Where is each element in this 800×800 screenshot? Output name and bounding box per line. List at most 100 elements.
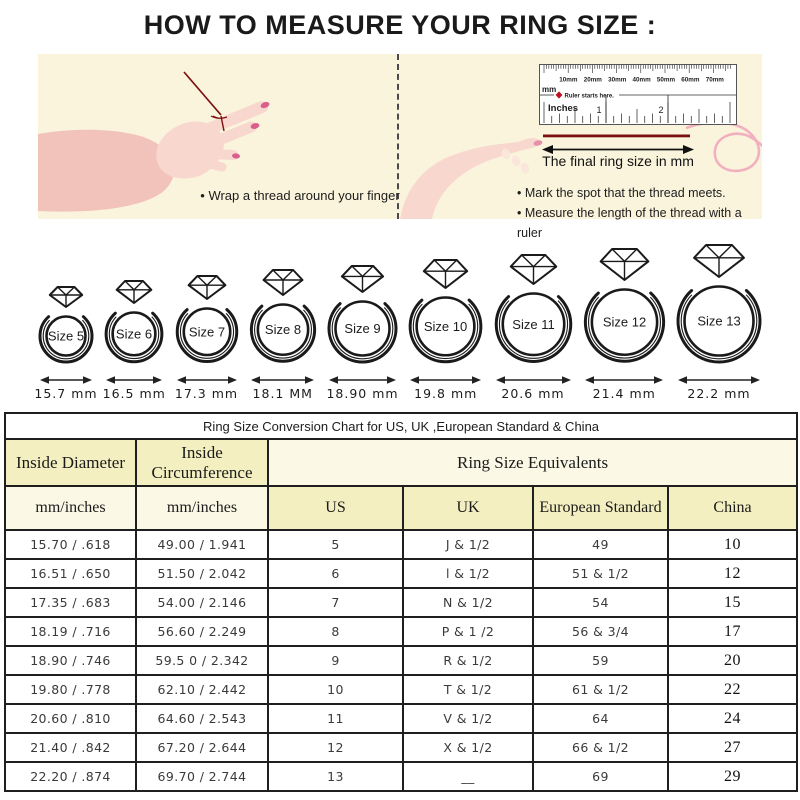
ring-size-label: Size 6 bbox=[116, 326, 152, 341]
table-cell: 64 bbox=[532, 703, 669, 734]
ruler-mm-label: 20mm bbox=[584, 77, 603, 84]
table-cell: 64.60 / 2.543 bbox=[135, 703, 269, 734]
right-panel-captions: • Mark the spot that the thread meets. •… bbox=[517, 183, 761, 243]
table-cell: 17.35 / .683 bbox=[4, 587, 137, 618]
header-ring-size-equivalents: Ring Size Equivalents bbox=[266, 438, 799, 487]
table-header-row-2: mm/inches mm/inches US UK European Stand… bbox=[4, 485, 799, 531]
table-cell: 19.80 / .778 bbox=[4, 674, 137, 705]
table-row: 21.40 / .842 67.20 / 2.644 12 X & 1/2 66 & 1… bbox=[4, 732, 799, 763]
table-cell: 20.60 / .810 bbox=[4, 703, 137, 734]
ring-size-12: Size 12 21.4 mm bbox=[579, 247, 670, 401]
ring-mm-value: 22.2 mm bbox=[687, 386, 751, 401]
ring-size-label: Size 13 bbox=[697, 314, 740, 329]
table-cell: 8 bbox=[267, 616, 404, 647]
table-cell: 59 bbox=[532, 645, 669, 676]
table-cell: l & 1/2 bbox=[402, 558, 534, 589]
ruler-mm-label: 70mm bbox=[706, 77, 725, 84]
table-cell: 5 bbox=[267, 529, 404, 560]
table-cell: 54 bbox=[532, 587, 669, 618]
ring-size-label: Size 9 bbox=[344, 321, 380, 336]
table-cell: 51.50 / 2.042 bbox=[135, 558, 269, 589]
ruler-mm-unit: mm bbox=[542, 85, 556, 94]
page-title: HOW TO MEASURE YOUR RING SIZE : bbox=[143, 10, 657, 40]
header-european-standard: European Standard bbox=[532, 485, 669, 531]
ruler-mm-label: 60mm bbox=[681, 77, 700, 84]
table-cell: 24 bbox=[666, 703, 799, 734]
table-cell: 69 bbox=[532, 761, 669, 792]
ring-size-7: Size 7 17.3 mm bbox=[171, 274, 243, 401]
table-cell: 69.70 / 2.744 bbox=[135, 761, 269, 792]
ruler-starts-here-label: Ruler starts here. bbox=[565, 93, 615, 99]
ring-icon: Size 8 bbox=[249, 269, 316, 363]
ring-width-arrow bbox=[40, 376, 92, 384]
final-size-label: The final ring size in mm bbox=[542, 153, 694, 169]
table-cell: 10 bbox=[666, 529, 799, 560]
ring-size-10: Size 10 19.8 mm bbox=[404, 258, 487, 401]
ruler-mm-ticks bbox=[543, 65, 731, 73]
instruction-panels: 10mm 20mm 30mm 40mm 50mm 60mm 70mm mm Ruler st… bbox=[38, 54, 762, 240]
ruler-inch-number: 2 bbox=[658, 105, 663, 115]
table-cell: 17 bbox=[666, 616, 799, 647]
left-panel-caption: • Wrap a thread around your finger bbox=[200, 188, 400, 203]
ring-mm-value: 16.5 mm bbox=[102, 386, 166, 401]
ring-icon: Size 13 bbox=[676, 244, 762, 364]
table-cell: __ bbox=[402, 761, 534, 792]
ring-size-label: Size 11 bbox=[512, 317, 554, 332]
table-row: 17.35 / .683 54.00 / 2.146 7 N & 1/2 54 15 bbox=[4, 587, 799, 618]
table-cell: 67.20 / 2.644 bbox=[135, 732, 269, 763]
table-cell: 12 bbox=[267, 732, 404, 763]
header-inside-diameter: Inside Diameter bbox=[4, 438, 137, 487]
ring-size-label: Size 8 bbox=[265, 322, 301, 337]
ruler-mm-label: 50mm bbox=[657, 77, 676, 84]
table-cell: X & 1/2 bbox=[402, 732, 534, 763]
ring-icon: Size 10 bbox=[408, 259, 483, 364]
measured-thread bbox=[543, 134, 690, 138]
table-cell: 18.90 / .746 bbox=[4, 645, 137, 676]
ruler-mm-label: 10mm bbox=[559, 77, 578, 84]
table-cell: 21.40 / .842 bbox=[4, 732, 137, 763]
ring-mm-value: 15.7 mm bbox=[34, 386, 98, 401]
table-cell: R & 1/2 bbox=[402, 645, 534, 676]
table-cell: 15.70 / .618 bbox=[4, 529, 137, 560]
table-cell: 22.20 / .874 bbox=[4, 761, 137, 792]
header-inside-circumference: Inside Circumference bbox=[135, 438, 269, 487]
table-row: 19.80 / .778 62.10 / 2.442 10 T & 1/2 61 & 1… bbox=[4, 674, 799, 705]
ring-size-11: Size 11 20.6 mm bbox=[490, 253, 577, 401]
table-cell: 49 bbox=[532, 529, 669, 560]
table-cell: 12 bbox=[666, 558, 799, 589]
ring-mm-value: 17.3 mm bbox=[174, 386, 239, 401]
table-row: 22.20 / .874 69.70 / 2.744 13 __ 69 29 bbox=[4, 761, 799, 792]
fingernail bbox=[533, 140, 543, 146]
table-cell: 61 & 1/2 bbox=[532, 674, 669, 705]
header-us: US bbox=[267, 485, 404, 531]
table-cell: 62.10 / 2.442 bbox=[135, 674, 269, 705]
ring-size-label: Size 5 bbox=[48, 329, 84, 344]
table-cell: 27 bbox=[666, 732, 799, 763]
ring-size-5: Size 5 15.7 mm bbox=[34, 285, 98, 401]
ruler-mm-label: 30mm bbox=[608, 77, 627, 84]
table-cell: 54.00 / 2.146 bbox=[135, 587, 269, 618]
ring-icon: Size 9 bbox=[327, 265, 398, 364]
table-cell: 6 bbox=[267, 558, 404, 589]
ring-mm-value: 18.90 mm bbox=[326, 386, 399, 401]
ring-mm-value: 19.8 mm bbox=[414, 386, 478, 401]
ruler-start-marker bbox=[555, 91, 563, 99]
table-cell: 59.5 0 / 2.342 bbox=[135, 645, 269, 676]
ring-icon: Size 7 bbox=[175, 275, 238, 363]
table-row: 16.51 / .650 51.50 / 2.042 6 l & 1/2 51 & 1/… bbox=[4, 558, 799, 589]
table-body: 15.70 / .618 49.00 / 1.941 5 J & 1/2 49 10 16.… bbox=[4, 529, 799, 792]
table-row: 20.60 / .810 64.60 / 2.543 11 V & 1/2 64 24 bbox=[4, 703, 799, 734]
table-cell: 66 & 1/2 bbox=[532, 732, 669, 763]
table-cell: 22 bbox=[666, 674, 799, 705]
ring-width-arrow bbox=[410, 376, 482, 384]
ring-size-label: Size 10 bbox=[424, 319, 467, 334]
table-cell: P & 1 /2 bbox=[402, 616, 534, 647]
ring-icon: Size 6 bbox=[104, 280, 164, 364]
ruler: 10mm 20mm 30mm 40mm 50mm 60mm 70mm mm Ruler st… bbox=[539, 64, 737, 125]
ring-width-arrow bbox=[329, 376, 396, 384]
table-row: 18.90 / .746 59.5 0 / 2.342 9 R & 1/2 59 20 bbox=[4, 645, 799, 676]
ruler-mm-labels: 10mm 20mm 30mm 40mm 50mm 60mm 70mm bbox=[559, 77, 724, 84]
table-cell: 16.51 / .650 bbox=[4, 558, 137, 589]
fingernail bbox=[250, 123, 260, 129]
